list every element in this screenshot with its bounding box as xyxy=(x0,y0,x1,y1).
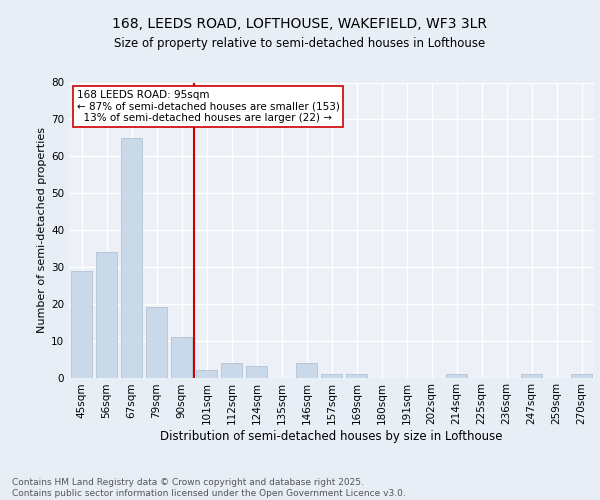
Bar xyxy=(96,252,117,378)
Bar xyxy=(321,374,342,378)
Bar xyxy=(221,363,242,378)
Text: Contains HM Land Registry data © Crown copyright and database right 2025.
Contai: Contains HM Land Registry data © Crown c… xyxy=(12,478,406,498)
Bar xyxy=(521,374,542,378)
Bar xyxy=(246,366,267,378)
X-axis label: Distribution of semi-detached houses by size in Lofthouse: Distribution of semi-detached houses by … xyxy=(160,430,503,443)
Text: 168, LEEDS ROAD, LOFTHOUSE, WAKEFIELD, WF3 3LR: 168, LEEDS ROAD, LOFTHOUSE, WAKEFIELD, W… xyxy=(113,18,487,32)
Bar xyxy=(196,370,217,378)
Text: Size of property relative to semi-detached houses in Lofthouse: Size of property relative to semi-detach… xyxy=(115,36,485,50)
Bar xyxy=(571,374,592,378)
Bar xyxy=(71,270,92,378)
Bar xyxy=(171,337,192,378)
Bar xyxy=(296,363,317,378)
Bar xyxy=(446,374,467,378)
Bar xyxy=(121,138,142,378)
Y-axis label: Number of semi-detached properties: Number of semi-detached properties xyxy=(37,127,47,333)
Bar xyxy=(346,374,367,378)
Bar xyxy=(146,308,167,378)
Text: 168 LEEDS ROAD: 95sqm
← 87% of semi-detached houses are smaller (153)
  13% of s: 168 LEEDS ROAD: 95sqm ← 87% of semi-deta… xyxy=(77,90,340,123)
